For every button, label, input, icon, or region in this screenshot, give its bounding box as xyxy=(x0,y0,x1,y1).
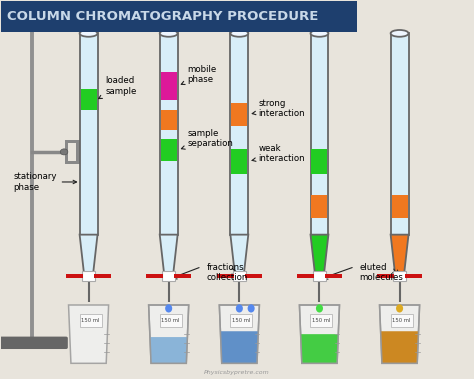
Text: 150 ml: 150 ml xyxy=(82,318,100,323)
Text: 150 ml: 150 ml xyxy=(392,318,411,323)
FancyBboxPatch shape xyxy=(68,143,76,161)
Polygon shape xyxy=(297,274,314,279)
Ellipse shape xyxy=(396,304,403,313)
Polygon shape xyxy=(174,274,191,279)
Ellipse shape xyxy=(165,304,172,313)
Polygon shape xyxy=(310,235,328,272)
FancyBboxPatch shape xyxy=(162,271,175,281)
FancyBboxPatch shape xyxy=(311,195,328,218)
Ellipse shape xyxy=(316,304,323,313)
Polygon shape xyxy=(380,305,419,363)
Polygon shape xyxy=(69,305,109,363)
FancyBboxPatch shape xyxy=(161,139,177,161)
FancyBboxPatch shape xyxy=(393,271,406,281)
Text: COLUMN CHROMATOGRAPHY PROCEDURE: COLUMN CHROMATOGRAPHY PROCEDURE xyxy=(7,10,319,23)
Ellipse shape xyxy=(247,304,255,313)
Ellipse shape xyxy=(391,30,409,37)
Polygon shape xyxy=(300,305,339,363)
Text: 150 ml: 150 ml xyxy=(162,318,180,323)
Polygon shape xyxy=(405,274,422,279)
Text: weak
interaction: weak interaction xyxy=(252,144,305,163)
FancyBboxPatch shape xyxy=(392,195,408,218)
FancyBboxPatch shape xyxy=(310,314,332,327)
Polygon shape xyxy=(217,274,234,279)
Polygon shape xyxy=(94,274,111,279)
FancyBboxPatch shape xyxy=(82,271,95,281)
Text: stationary
phase: stationary phase xyxy=(13,172,76,192)
Polygon shape xyxy=(325,274,342,279)
FancyBboxPatch shape xyxy=(0,337,68,349)
Polygon shape xyxy=(230,235,248,272)
FancyBboxPatch shape xyxy=(310,33,328,235)
FancyBboxPatch shape xyxy=(81,89,97,110)
Text: 150 ml: 150 ml xyxy=(232,318,251,323)
Circle shape xyxy=(60,149,68,155)
FancyBboxPatch shape xyxy=(80,33,98,235)
Text: Physicsbypretre.com: Physicsbypretre.com xyxy=(204,370,270,375)
FancyBboxPatch shape xyxy=(231,103,247,125)
Polygon shape xyxy=(220,331,258,363)
Text: loaded
sample: loaded sample xyxy=(99,76,137,99)
FancyBboxPatch shape xyxy=(233,271,246,281)
Text: strong
interaction: strong interaction xyxy=(252,99,305,118)
FancyBboxPatch shape xyxy=(161,72,177,100)
Text: eluted
molecules: eluted molecules xyxy=(359,263,403,282)
FancyBboxPatch shape xyxy=(311,149,328,174)
Polygon shape xyxy=(146,274,163,279)
Text: fractions
collection: fractions collection xyxy=(206,263,248,282)
Polygon shape xyxy=(381,331,419,363)
Ellipse shape xyxy=(236,304,243,313)
FancyBboxPatch shape xyxy=(1,2,357,32)
FancyBboxPatch shape xyxy=(230,33,248,235)
FancyBboxPatch shape xyxy=(230,314,252,327)
Ellipse shape xyxy=(230,30,248,37)
Polygon shape xyxy=(160,235,178,272)
Polygon shape xyxy=(377,274,394,279)
FancyBboxPatch shape xyxy=(391,314,412,327)
Text: mobile
phase: mobile phase xyxy=(181,65,217,85)
FancyBboxPatch shape xyxy=(160,33,178,235)
Polygon shape xyxy=(391,235,409,272)
Text: sample
separation: sample separation xyxy=(182,129,233,149)
Ellipse shape xyxy=(310,30,328,37)
Polygon shape xyxy=(66,274,83,279)
Polygon shape xyxy=(149,305,189,363)
Polygon shape xyxy=(301,334,338,363)
FancyBboxPatch shape xyxy=(64,139,80,164)
Ellipse shape xyxy=(80,30,98,37)
Text: 150 ml: 150 ml xyxy=(312,318,331,323)
FancyBboxPatch shape xyxy=(160,314,182,327)
Polygon shape xyxy=(245,274,262,279)
FancyBboxPatch shape xyxy=(231,149,247,174)
FancyBboxPatch shape xyxy=(161,110,177,130)
Polygon shape xyxy=(219,305,259,363)
FancyBboxPatch shape xyxy=(391,33,409,235)
Ellipse shape xyxy=(160,30,178,37)
FancyBboxPatch shape xyxy=(80,314,101,327)
FancyBboxPatch shape xyxy=(313,271,326,281)
Polygon shape xyxy=(150,337,187,363)
Polygon shape xyxy=(80,235,98,272)
